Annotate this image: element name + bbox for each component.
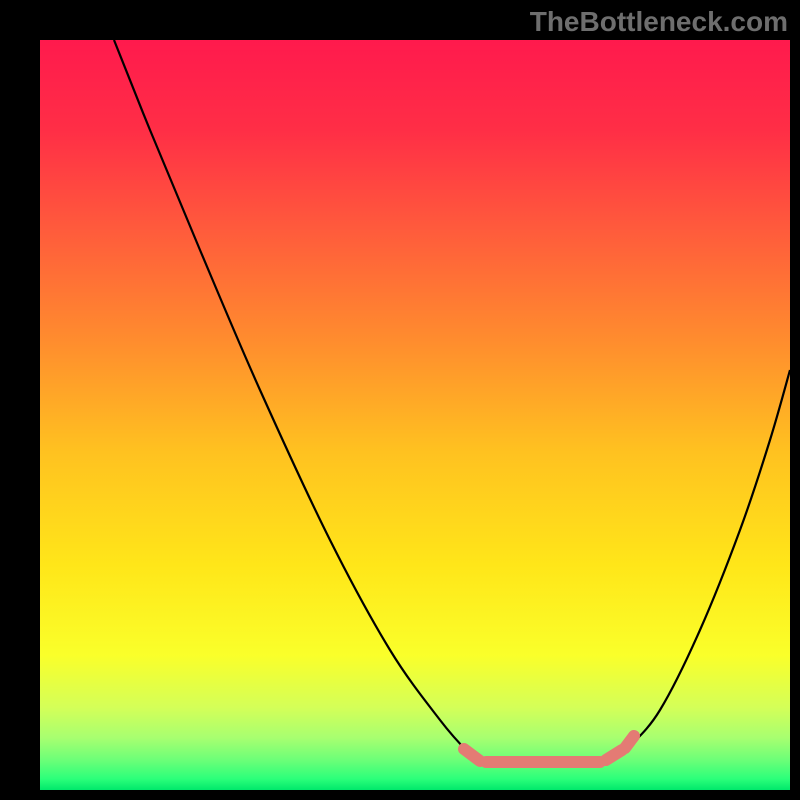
watermark-text: TheBottleneck.com <box>530 6 788 38</box>
plot-area <box>40 40 790 790</box>
bottleneck-curve <box>114 40 790 762</box>
highlight-mark <box>464 749 480 761</box>
curve-layer <box>40 40 790 790</box>
highlight-mark <box>606 750 622 760</box>
chart-frame: TheBottleneck.com <box>0 0 800 800</box>
highlight-mark <box>625 736 634 748</box>
